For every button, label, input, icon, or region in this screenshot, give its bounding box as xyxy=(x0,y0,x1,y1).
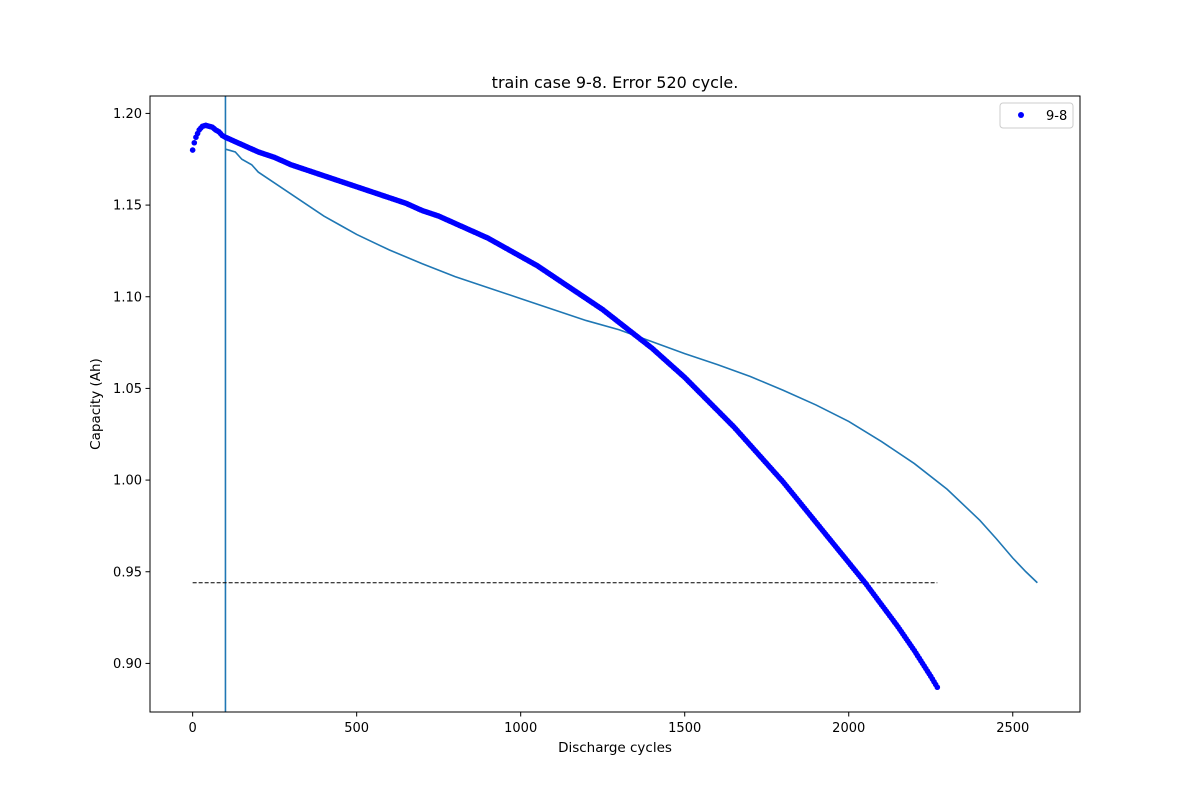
y-tick-label: 0.95 xyxy=(113,565,142,580)
x-tick-label: 2500 xyxy=(996,721,1029,736)
y-tick-label: 1.00 xyxy=(113,474,142,489)
chart-title: train case 9-8. Error 520 cycle. xyxy=(492,73,739,92)
data-point xyxy=(934,684,941,691)
x-tick-label: 0 xyxy=(189,721,197,736)
y-tick-label: 1.15 xyxy=(113,199,142,214)
plot-area xyxy=(189,96,1038,712)
y-tick-label: 1.20 xyxy=(113,107,142,122)
prediction-curve xyxy=(225,148,1038,584)
x-axis: 0 500 1000 1500 2000 2500 xyxy=(189,712,1029,736)
x-axis-label: Discharge cycles xyxy=(558,740,672,756)
x-tick-label: 1000 xyxy=(504,721,537,736)
y-tick-label: 0.90 xyxy=(113,657,142,672)
x-tick-label: 2000 xyxy=(832,721,865,736)
y-tick-label: 1.05 xyxy=(113,382,142,397)
data-point xyxy=(189,147,196,153)
y-axis: 0.90 0.95 1.00 1.05 1.10 1.15 1.20 xyxy=(113,107,150,672)
legend-box xyxy=(999,102,1074,129)
y-axis-label: Capacity (Ah) xyxy=(88,358,104,450)
legend-marker-9-8 xyxy=(1018,112,1024,118)
x-tick-label: 1500 xyxy=(668,721,701,736)
data-point xyxy=(191,139,198,146)
y-tick-label: 1.10 xyxy=(113,290,142,305)
x-tick-label: 500 xyxy=(344,721,369,736)
axes-frame xyxy=(149,95,1081,713)
plot-series xyxy=(189,96,1038,712)
legend-label-9-8: 9-8 xyxy=(1046,109,1067,124)
legend: 9-8 xyxy=(999,102,1074,129)
